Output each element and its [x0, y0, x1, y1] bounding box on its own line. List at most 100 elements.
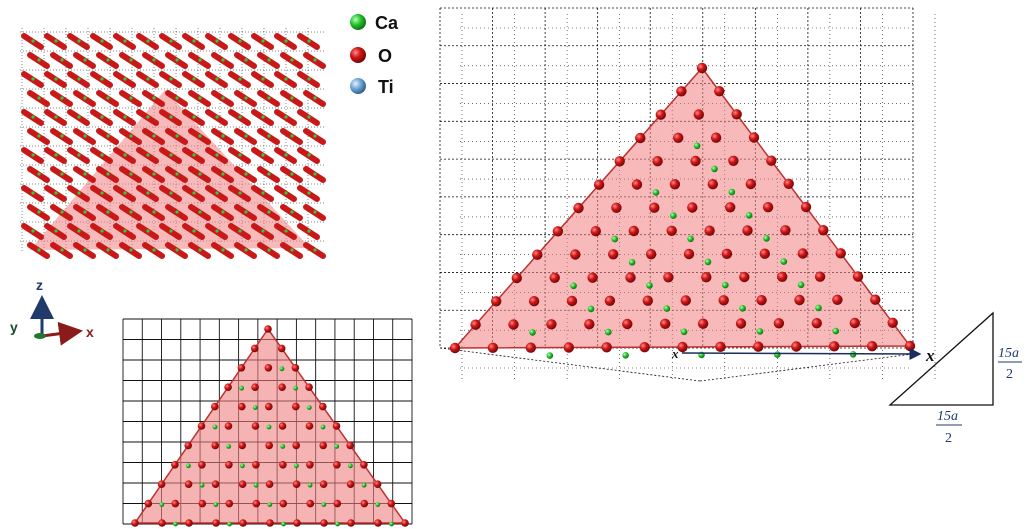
calcium-atom [146, 191, 150, 195]
calcium-atom [284, 229, 288, 233]
calcium-atom [123, 39, 127, 43]
oxygen-atom [279, 461, 287, 469]
calcium-atom [37, 248, 41, 252]
front-atoms [131, 325, 409, 527]
calcium-atom [281, 521, 286, 527]
calcium-atom [284, 115, 288, 119]
calcium-atom [221, 248, 225, 252]
calcium-atom [129, 210, 133, 214]
calcium-atom [192, 77, 196, 81]
oxygen-atom [587, 272, 598, 283]
legend-item-ti: Ti [350, 77, 394, 97]
oxygen-atom [347, 519, 355, 527]
calcium-atom [60, 96, 64, 100]
main-cube-3d-view: x x [439, 7, 936, 382]
oxygen-atom [669, 179, 681, 190]
oxygen-atom [783, 178, 794, 189]
calcium-atom [31, 191, 35, 195]
oxygen-atom [511, 272, 522, 284]
oxygen-atom [546, 319, 557, 330]
calcium-atom [215, 153, 219, 157]
oxygen-atom [360, 499, 369, 508]
oxygen-atom [573, 202, 584, 214]
calcium-atom [198, 58, 202, 62]
oxygen-atom [319, 480, 328, 489]
crystal-slab-3d-view [20, 28, 326, 259]
oxygen-atom [866, 341, 878, 352]
oxygen-atom [251, 422, 260, 430]
calcium-atom [774, 351, 781, 358]
calcium-atom [529, 329, 536, 336]
calcium-atom [290, 134, 294, 138]
oxygen-atom [171, 499, 180, 508]
oxygen-atom [673, 132, 684, 143]
oxygen-atom [264, 364, 273, 372]
oxygen-atom [710, 132, 722, 143]
calcium-atom [77, 229, 81, 233]
calcium-atom [106, 248, 110, 252]
oxygen-atom [552, 226, 564, 237]
oxygen-atom [264, 325, 272, 333]
main-triangle-plane [453, 66, 912, 349]
oxygen-atom [563, 342, 574, 353]
oxygen-atom [225, 461, 233, 469]
oxygen-atom [549, 272, 560, 283]
calcium-atom [169, 229, 173, 233]
calcium-atom [146, 77, 150, 81]
oxygen-atom [225, 499, 234, 508]
calcium-atom [60, 210, 64, 214]
legend-item-ca: Ca [350, 13, 399, 33]
calcium-atom [83, 96, 87, 100]
oxygen-atom [887, 317, 898, 328]
calcium-atom [212, 424, 218, 430]
horizontal-leg-denominator: 2 [945, 431, 952, 446]
calcium-atom [37, 96, 41, 100]
calcium-atom [129, 172, 133, 176]
x-axis-label: x [86, 324, 94, 340]
calcium-atom [31, 115, 35, 119]
oxygen-atom [277, 344, 286, 353]
calcium-atom [663, 305, 671, 312]
oxygen-atom [660, 318, 671, 329]
oxygen-atom [184, 441, 192, 450]
calcium-atom [175, 210, 179, 214]
calcium-atom [146, 115, 150, 119]
calcium-atom [238, 229, 242, 233]
calcium-atom [797, 281, 805, 289]
calcium-atom [745, 212, 753, 219]
oxygen-atom [374, 519, 382, 527]
calcium-atom [31, 153, 35, 157]
oxygen-atom [666, 225, 677, 236]
oxygen-atom [528, 296, 540, 307]
calcium-atom [221, 134, 225, 138]
calcium-atom [123, 191, 127, 195]
right-triangle-shape [888, 311, 994, 406]
vertical-leg-denominator: 2 [1006, 367, 1013, 382]
oxygen-atom [238, 402, 246, 411]
calcium-atom [175, 134, 179, 138]
oxygen-atom [762, 202, 774, 213]
oxygen-atom [601, 342, 612, 353]
calcium-atom [192, 153, 196, 157]
calcium-atom [175, 172, 179, 176]
oxygen-atom [252, 461, 260, 469]
calcium-atom [284, 153, 288, 157]
calcium-atom [106, 172, 110, 176]
calcium-atom [832, 327, 840, 335]
calcium-atom [261, 153, 265, 157]
oxygen-atom [608, 249, 619, 260]
calcium-atom [670, 212, 677, 219]
oxygen-atom [718, 295, 729, 306]
oxygen-atom [211, 480, 220, 489]
oxygen-atom [279, 499, 288, 508]
oxygen-atom [687, 202, 698, 213]
oxygen-atom [835, 248, 846, 259]
calcium-atom [215, 77, 219, 81]
oxygen-atom [291, 364, 300, 372]
oxygen-atom [224, 383, 232, 392]
oxygen-atom [449, 342, 461, 354]
main-x-axis-label: x [925, 346, 935, 365]
calcium-atom [100, 191, 104, 195]
calcium-atom [54, 153, 58, 157]
calcium-atom [31, 229, 35, 233]
